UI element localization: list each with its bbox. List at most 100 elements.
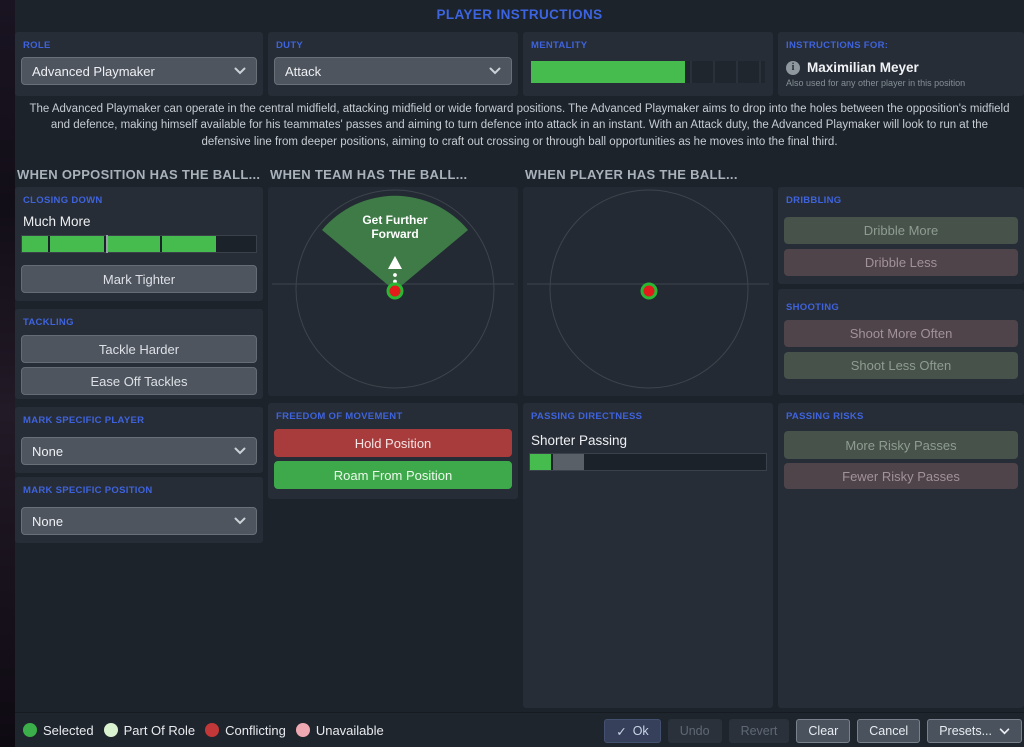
bar-segment (216, 236, 256, 252)
pitch-range-circle (549, 189, 749, 389)
section-header-team: WHEN TEAM HAS THE BALL... (270, 167, 468, 182)
section-header-player: WHEN PLAYER HAS THE BALL... (525, 167, 738, 182)
get-further-forward-wedge (322, 195, 468, 291)
wedge-annotation-line2: Forward (371, 227, 418, 241)
player-name: Maximilian Meyer (807, 60, 919, 75)
mark-tighter-button[interactable]: Mark Tighter (21, 265, 257, 293)
role-label: ROLE (23, 40, 51, 51)
legend: Selected Part Of Role Conflicting Unavai… (23, 723, 384, 738)
more-risky-passes-button[interactable]: More Risky Passes (784, 431, 1018, 459)
player-ball-pitch-diagram[interactable] (523, 187, 773, 396)
player-instructions-dialog: PLAYER INSTRUCTIONS ROLE Advanced Playma… (15, 0, 1024, 747)
shooting-panel: SHOOTING Shoot More Often Shoot Less Oft… (778, 289, 1024, 395)
passing-risks-label: PASSING RISKS (786, 411, 864, 422)
mentality-panel: MENTALITY (523, 32, 773, 96)
duty-value: Attack (285, 63, 322, 79)
mark-specific-player-dropdown[interactable]: None (21, 437, 257, 465)
player-position-dot (640, 282, 658, 300)
closing-down-value: Much More (23, 214, 91, 229)
hold-position-button[interactable]: Hold Position (274, 429, 512, 457)
mark-specific-player-label: MARK SPECIFIC PLAYER (23, 415, 145, 426)
bar-segment (22, 236, 48, 252)
bar-segment (584, 454, 766, 470)
dribble-more-button[interactable]: Dribble More (784, 217, 1018, 244)
passing-directness-bar[interactable] (529, 453, 767, 471)
freedom-of-movement-label: FREEDOM OF MOVEMENT (276, 411, 403, 422)
mark-specific-player-panel: MARK SPECIFIC PLAYER None (15, 407, 263, 473)
instructions-for-panel: INSTRUCTIONS FOR: i Maximilian Meyer Als… (778, 32, 1024, 96)
fewer-risky-passes-button[interactable]: Fewer Risky Passes (784, 463, 1018, 489)
shooting-label: SHOOTING (786, 302, 840, 313)
bar-segment (160, 236, 217, 252)
legend-item-part-of-role: Part Of Role (103, 723, 195, 738)
roam-from-position-button[interactable]: Roam From Position (274, 461, 512, 489)
dribbling-panel: DRIBBLING Dribble More Dribble Less (778, 187, 1024, 284)
passing-directness-label: PASSING DIRECTNESS (531, 411, 643, 422)
pitch-range-circle (295, 189, 495, 389)
conflicting-dot-icon (205, 723, 220, 737)
duty-panel: DUTY Attack (268, 32, 518, 96)
freedom-of-movement-panel: FREEDOM OF MOVEMENT Hold Position Roam F… (268, 403, 518, 499)
closing-down-bar[interactable] (21, 235, 257, 253)
shoot-more-often-button[interactable]: Shoot More Often (784, 320, 1018, 347)
footer-buttons: ✓ Ok Undo Revert Clear Cancel Presets... (604, 719, 1022, 743)
page-title: PLAYER INSTRUCTIONS (436, 7, 603, 22)
legend-item-selected: Selected (23, 723, 94, 738)
mark-specific-player-value: None (32, 443, 64, 459)
role-description: The Advanced Playmaker can operate in th… (29, 103, 1010, 148)
info-icon: i (786, 60, 800, 75)
passing-directness-value: Shorter Passing (531, 433, 628, 448)
ok-button[interactable]: ✓ Ok (604, 719, 661, 743)
passing-risks-panel: PASSING RISKS More Risky Passes Fewer Ri… (778, 403, 1024, 708)
passing-directness-panel: PASSING DIRECTNESS Shorter Passing (523, 403, 773, 708)
instructions-note: Also used for any other player in this p… (786, 78, 966, 88)
clear-button[interactable]: Clear (796, 719, 851, 743)
ease-off-tackles-button[interactable]: Ease Off Tackles (21, 367, 257, 395)
role-panel: ROLE Advanced Playmaker (15, 32, 263, 96)
team-ball-pitch-diagram[interactable]: Get Further Forward (268, 187, 518, 396)
bar-segment (47, 236, 104, 252)
instructions-for-label: INSTRUCTIONS FOR: (786, 40, 889, 51)
undo-button[interactable]: Undo (667, 719, 722, 743)
tackle-harder-button[interactable]: Tackle Harder (21, 335, 257, 363)
mentality-bar[interactable] (531, 61, 765, 83)
mentality-bar-fill (531, 61, 686, 83)
unavailable-dot-icon (295, 723, 310, 737)
footer-bar: Selected Part Of Role Conflicting Unavai… (15, 712, 1024, 747)
chevron-down-icon (234, 447, 246, 455)
role-dropdown[interactable]: Advanced Playmaker (21, 57, 257, 85)
role-value: Advanced Playmaker (32, 63, 155, 79)
bar-segment (530, 454, 552, 470)
cancel-button[interactable]: Cancel (857, 719, 921, 743)
tackling-panel: TACKLING Tackle Harder Ease Off Tackles (15, 309, 263, 399)
legend-item-unavailable: Unavailable (295, 723, 384, 738)
chevron-down-icon (234, 517, 246, 525)
mark-specific-position-dropdown[interactable]: None (21, 507, 257, 535)
team-pitch-graphic: Get Further Forward (272, 189, 514, 389)
part-of-role-dot-icon (103, 723, 118, 737)
closing-down-panel: CLOSING DOWN Much More Mark Tighter (15, 187, 263, 301)
tackling-label: TACKLING (23, 317, 74, 328)
check-icon: ✓ (616, 724, 627, 739)
bar-default-marker (106, 235, 109, 253)
duty-dropdown[interactable]: Attack (274, 57, 512, 85)
arrow-up-icon (388, 256, 402, 269)
player-position-dot (386, 282, 404, 300)
bar-segment (551, 454, 585, 470)
shoot-less-often-button[interactable]: Shoot Less Often (784, 352, 1018, 379)
duty-label: DUTY (276, 40, 304, 51)
dribble-less-button[interactable]: Dribble Less (784, 249, 1018, 276)
revert-button[interactable]: Revert (728, 719, 790, 743)
selected-dot-icon (23, 723, 37, 737)
presets-button[interactable]: Presets... (927, 719, 1022, 743)
dribbling-label: DRIBBLING (786, 195, 842, 206)
player-pitch-graphic (527, 189, 769, 389)
chevron-down-icon (999, 727, 1010, 735)
section-header-opposition: WHEN OPPOSITION HAS THE BALL... (17, 167, 261, 182)
closing-down-label: CLOSING DOWN (23, 195, 103, 206)
mark-specific-position-panel: MARK SPECIFIC POSITION None (15, 477, 263, 543)
chevron-down-icon (234, 67, 246, 75)
legend-item-conflicting: Conflicting (205, 723, 286, 738)
wedge-annotation-line1: Get Further (362, 213, 428, 227)
mentality-label: MENTALITY (531, 40, 588, 51)
